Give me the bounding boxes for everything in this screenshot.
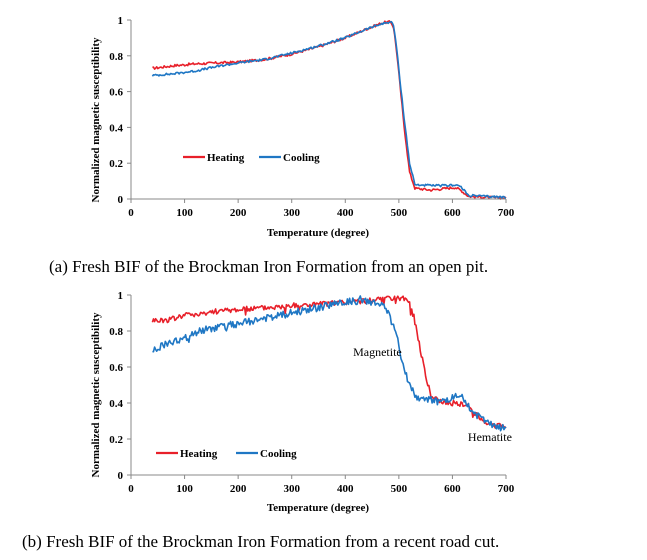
chart-b-xlabel: Temperature (degree) bbox=[267, 502, 369, 514]
chart-a-legend-heating-label: Heating bbox=[207, 152, 245, 164]
chart-a-tick-layer: 0 100 200 300 400 500 600 700 0 0.2 0.4 0.6 0.8 1 bbox=[109, 15, 515, 219]
chart-b-series-cooling bbox=[152, 295, 507, 432]
chart-b-legend-cooling-label: Cooling bbox=[260, 448, 297, 460]
chart-a-x-tick-label: 0 bbox=[128, 207, 134, 219]
chart-b: 0 100 200 300 400 500 600 700 0 0.2 0.4 0.6 0.8 1 Mag… bbox=[22, 290, 515, 551]
chart-a-legend: Heating Cooling bbox=[183, 152, 320, 164]
chart-b-y-tick-label: 0.8 bbox=[109, 326, 123, 338]
chart-a: 0 100 200 300 400 500 600 700 0 0.2 0.4 0.6 0.8 1 Tem… bbox=[49, 15, 515, 276]
chart-a-x-tick-label: 700 bbox=[498, 207, 515, 219]
chart-a-y-tick-label: 0.8 bbox=[109, 51, 123, 63]
chart-a-x-tick-label: 600 bbox=[444, 207, 461, 219]
chart-b-x-tick-label: 200 bbox=[230, 483, 247, 495]
chart-b-y-tick-label: 1 bbox=[118, 290, 124, 302]
chart-b-x-tick-label: 400 bbox=[337, 483, 354, 495]
chart-b-x-tick-label: 0 bbox=[128, 483, 134, 495]
chart-a-legend-cooling-label: Cooling bbox=[283, 152, 320, 164]
chart-a-series-heating bbox=[152, 20, 507, 200]
chart-a-x-tick-label: 200 bbox=[230, 207, 247, 219]
chart-a-ylabel: Normalized magnetic susceptibility bbox=[90, 37, 102, 202]
chart-a-x-tick-label: 400 bbox=[337, 207, 354, 219]
chart-a-y-tick-label: 0.6 bbox=[109, 87, 123, 99]
chart-a-series-cooling bbox=[151, 20, 507, 199]
chart-a-x-tick-label: 100 bbox=[176, 207, 193, 219]
chart-a-x-tick-label: 300 bbox=[283, 207, 300, 219]
chart-a-y-tick-label: 0.2 bbox=[109, 158, 123, 170]
chart-b-caption: (b) Fresh BIF of the Brockman Iron Forma… bbox=[22, 532, 499, 551]
chart-a-y-tick-label: 0 bbox=[118, 194, 124, 206]
chart-b-y-tick-label: 0.2 bbox=[109, 434, 123, 446]
chart-b-annotation-hematite: Hematite bbox=[468, 430, 512, 444]
chart-b-x-tick-label: 300 bbox=[283, 483, 300, 495]
chart-a-y-tick-label: 0.4 bbox=[109, 122, 123, 134]
chart-b-x-tick-label: 600 bbox=[444, 483, 461, 495]
chart-b-x-tick-label: 500 bbox=[391, 483, 408, 495]
chart-a-caption: (a) Fresh BIF of the Brockman Iron Forma… bbox=[49, 257, 488, 276]
chart-b-series-heating bbox=[151, 295, 507, 429]
chart-a-y-tick-label: 1 bbox=[118, 15, 124, 27]
chart-b-x-tick-label: 100 bbox=[176, 483, 193, 495]
chart-a-xlabel: Temperature (degree) bbox=[267, 227, 369, 239]
chart-b-y-tick-label: 0.6 bbox=[109, 362, 123, 374]
chart-b-ylabel: Normalized magnetic susceptibility bbox=[90, 312, 102, 477]
chart-a-x-tick-label: 500 bbox=[391, 207, 408, 219]
chart-b-legend: Heating Cooling bbox=[156, 448, 297, 460]
chart-b-tick-layer: 0 100 200 300 400 500 600 700 0 0.2 0.4 0.6 0.8 1 bbox=[109, 290, 515, 495]
chart-b-legend-heating-label: Heating bbox=[180, 448, 218, 460]
chart-b-x-tick-label: 700 bbox=[498, 483, 515, 495]
chart-a-series-layer bbox=[151, 20, 507, 200]
chart-b-annotation-magnetite: Magnetite bbox=[353, 345, 402, 359]
chart-b-series-layer bbox=[151, 295, 507, 432]
chart-b-y-tick-label: 0 bbox=[118, 470, 124, 482]
chart-b-y-tick-label: 0.4 bbox=[109, 398, 123, 410]
